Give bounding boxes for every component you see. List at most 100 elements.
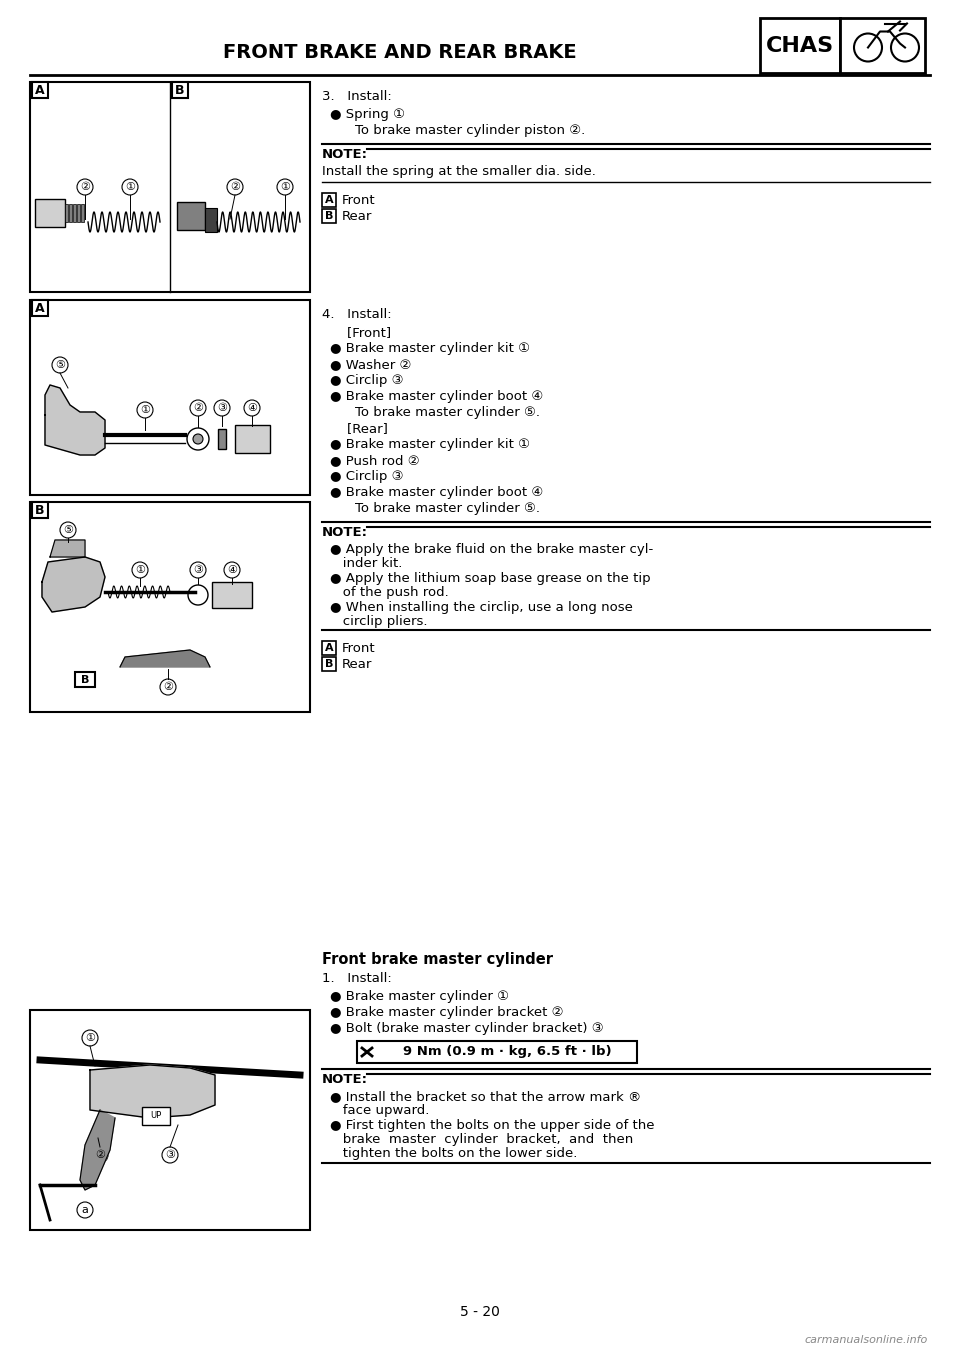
Text: ①: ① bbox=[85, 1033, 95, 1043]
Text: NOTE:: NOTE: bbox=[322, 526, 368, 539]
Text: inder kit.: inder kit. bbox=[330, 557, 402, 570]
Text: ⑤: ⑤ bbox=[63, 526, 73, 535]
Text: ● Brake master cylinder ①: ● Brake master cylinder ① bbox=[330, 990, 509, 1004]
Text: ● Apply the brake fluid on the brake master cyl-: ● Apply the brake fluid on the brake mas… bbox=[330, 543, 653, 555]
Bar bbox=[840, 18, 925, 73]
Circle shape bbox=[160, 679, 176, 695]
Text: ● Apply the lithium soap base grease on the tip: ● Apply the lithium soap base grease on … bbox=[330, 572, 651, 585]
Text: A: A bbox=[324, 642, 333, 653]
Text: ● Bolt (brake master cylinder bracket) ③: ● Bolt (brake master cylinder bracket) ③ bbox=[330, 1023, 604, 1035]
Bar bbox=[81, 204, 84, 221]
Text: ③: ③ bbox=[165, 1150, 175, 1160]
Text: a: a bbox=[82, 1205, 88, 1215]
Bar bbox=[218, 429, 226, 449]
Text: Front: Front bbox=[342, 194, 375, 206]
Text: ● Brake master cylinder bracket ②: ● Brake master cylinder bracket ② bbox=[330, 1006, 564, 1018]
Text: [Front]: [Front] bbox=[330, 326, 391, 340]
Text: ④: ④ bbox=[227, 565, 237, 574]
Text: ②: ② bbox=[80, 182, 90, 191]
Bar bbox=[177, 202, 205, 230]
Circle shape bbox=[190, 562, 206, 579]
Text: ①: ① bbox=[280, 182, 290, 191]
Text: FRONT BRAKE AND REAR BRAKE: FRONT BRAKE AND REAR BRAKE bbox=[223, 42, 577, 61]
Circle shape bbox=[82, 1029, 98, 1046]
Text: ● Spring ①: ● Spring ① bbox=[330, 109, 405, 121]
Text: ● When installing the circlip, use a long nose: ● When installing the circlip, use a lon… bbox=[330, 602, 633, 614]
Circle shape bbox=[854, 34, 882, 61]
Text: ③: ③ bbox=[193, 565, 203, 574]
Text: ● Brake master cylinder boot ④: ● Brake master cylinder boot ④ bbox=[330, 486, 543, 498]
Bar bbox=[322, 209, 336, 223]
Bar bbox=[30, 300, 310, 496]
Circle shape bbox=[92, 1148, 108, 1162]
Text: To brake master cylinder ⑤.: To brake master cylinder ⑤. bbox=[338, 406, 540, 420]
Text: ①: ① bbox=[140, 405, 150, 416]
Polygon shape bbox=[90, 1065, 215, 1118]
Text: ● Brake master cylinder kit ①: ● Brake master cylinder kit ① bbox=[330, 342, 530, 354]
Polygon shape bbox=[50, 540, 85, 557]
Text: ②: ② bbox=[95, 1150, 105, 1160]
Circle shape bbox=[77, 1202, 93, 1218]
Bar bbox=[77, 204, 80, 221]
Text: Rear: Rear bbox=[342, 659, 372, 671]
Text: To brake master cylinder piston ②.: To brake master cylinder piston ②. bbox=[338, 124, 586, 137]
Text: To brake master cylinder ⑤.: To brake master cylinder ⑤. bbox=[338, 502, 540, 515]
Text: Rear: Rear bbox=[342, 210, 372, 223]
Text: A: A bbox=[36, 301, 45, 315]
Polygon shape bbox=[80, 1109, 115, 1190]
Circle shape bbox=[77, 179, 93, 196]
Bar bbox=[30, 81, 310, 292]
Circle shape bbox=[214, 401, 230, 416]
Text: ● Brake master cylinder boot ④: ● Brake master cylinder boot ④ bbox=[330, 390, 543, 403]
Circle shape bbox=[132, 562, 148, 579]
Bar bbox=[69, 204, 72, 221]
Bar bbox=[32, 300, 48, 316]
Bar bbox=[357, 1042, 637, 1063]
Text: ②: ② bbox=[163, 682, 173, 693]
Bar bbox=[75, 672, 95, 687]
Text: ②: ② bbox=[230, 182, 240, 191]
Polygon shape bbox=[42, 557, 105, 612]
Bar bbox=[35, 200, 65, 227]
Text: B: B bbox=[36, 504, 45, 516]
Circle shape bbox=[193, 435, 203, 444]
Text: 9 Nm (0.9 m · kg, 6.5 ft · lb): 9 Nm (0.9 m · kg, 6.5 ft · lb) bbox=[402, 1046, 612, 1058]
Circle shape bbox=[187, 428, 209, 449]
Text: ④: ④ bbox=[247, 403, 257, 413]
Bar bbox=[322, 657, 336, 671]
Circle shape bbox=[188, 585, 208, 606]
Circle shape bbox=[891, 34, 919, 61]
Circle shape bbox=[60, 521, 76, 538]
Text: ● First tighten the bolts on the upper side of the: ● First tighten the bolts on the upper s… bbox=[330, 1119, 655, 1133]
Bar bbox=[73, 204, 76, 221]
Text: 1.   Install:: 1. Install: bbox=[322, 972, 392, 985]
Text: ⑤: ⑤ bbox=[55, 360, 65, 369]
Text: face upward.: face upward. bbox=[330, 1104, 429, 1118]
Bar bbox=[32, 81, 48, 98]
Polygon shape bbox=[120, 650, 210, 667]
Text: brake  master  cylinder  bracket,  and  then: brake master cylinder bracket, and then bbox=[330, 1133, 634, 1146]
Circle shape bbox=[224, 562, 240, 579]
Text: NOTE:: NOTE: bbox=[322, 148, 368, 162]
Circle shape bbox=[190, 401, 206, 416]
Bar bbox=[212, 583, 252, 608]
Text: ③: ③ bbox=[217, 403, 227, 413]
Circle shape bbox=[122, 179, 138, 196]
Text: circlip pliers.: circlip pliers. bbox=[330, 615, 427, 627]
Text: B: B bbox=[324, 659, 333, 669]
Text: A: A bbox=[324, 196, 333, 205]
Text: 3.   Install:: 3. Install: bbox=[322, 90, 392, 103]
Text: carmanualsonline.info: carmanualsonline.info bbox=[804, 1335, 928, 1344]
Text: ②: ② bbox=[193, 403, 203, 413]
Circle shape bbox=[137, 402, 153, 418]
Bar bbox=[65, 204, 68, 221]
Bar bbox=[30, 502, 310, 712]
Text: B: B bbox=[81, 675, 89, 684]
Text: Front brake master cylinder: Front brake master cylinder bbox=[322, 952, 553, 967]
Text: ● Circlip ③: ● Circlip ③ bbox=[330, 470, 403, 483]
Text: of the push rod.: of the push rod. bbox=[330, 587, 448, 599]
Text: ● Install the bracket so that the arrow mark ®: ● Install the bracket so that the arrow … bbox=[330, 1090, 641, 1103]
Text: B: B bbox=[176, 83, 184, 96]
Bar bbox=[760, 18, 840, 73]
Circle shape bbox=[277, 179, 293, 196]
